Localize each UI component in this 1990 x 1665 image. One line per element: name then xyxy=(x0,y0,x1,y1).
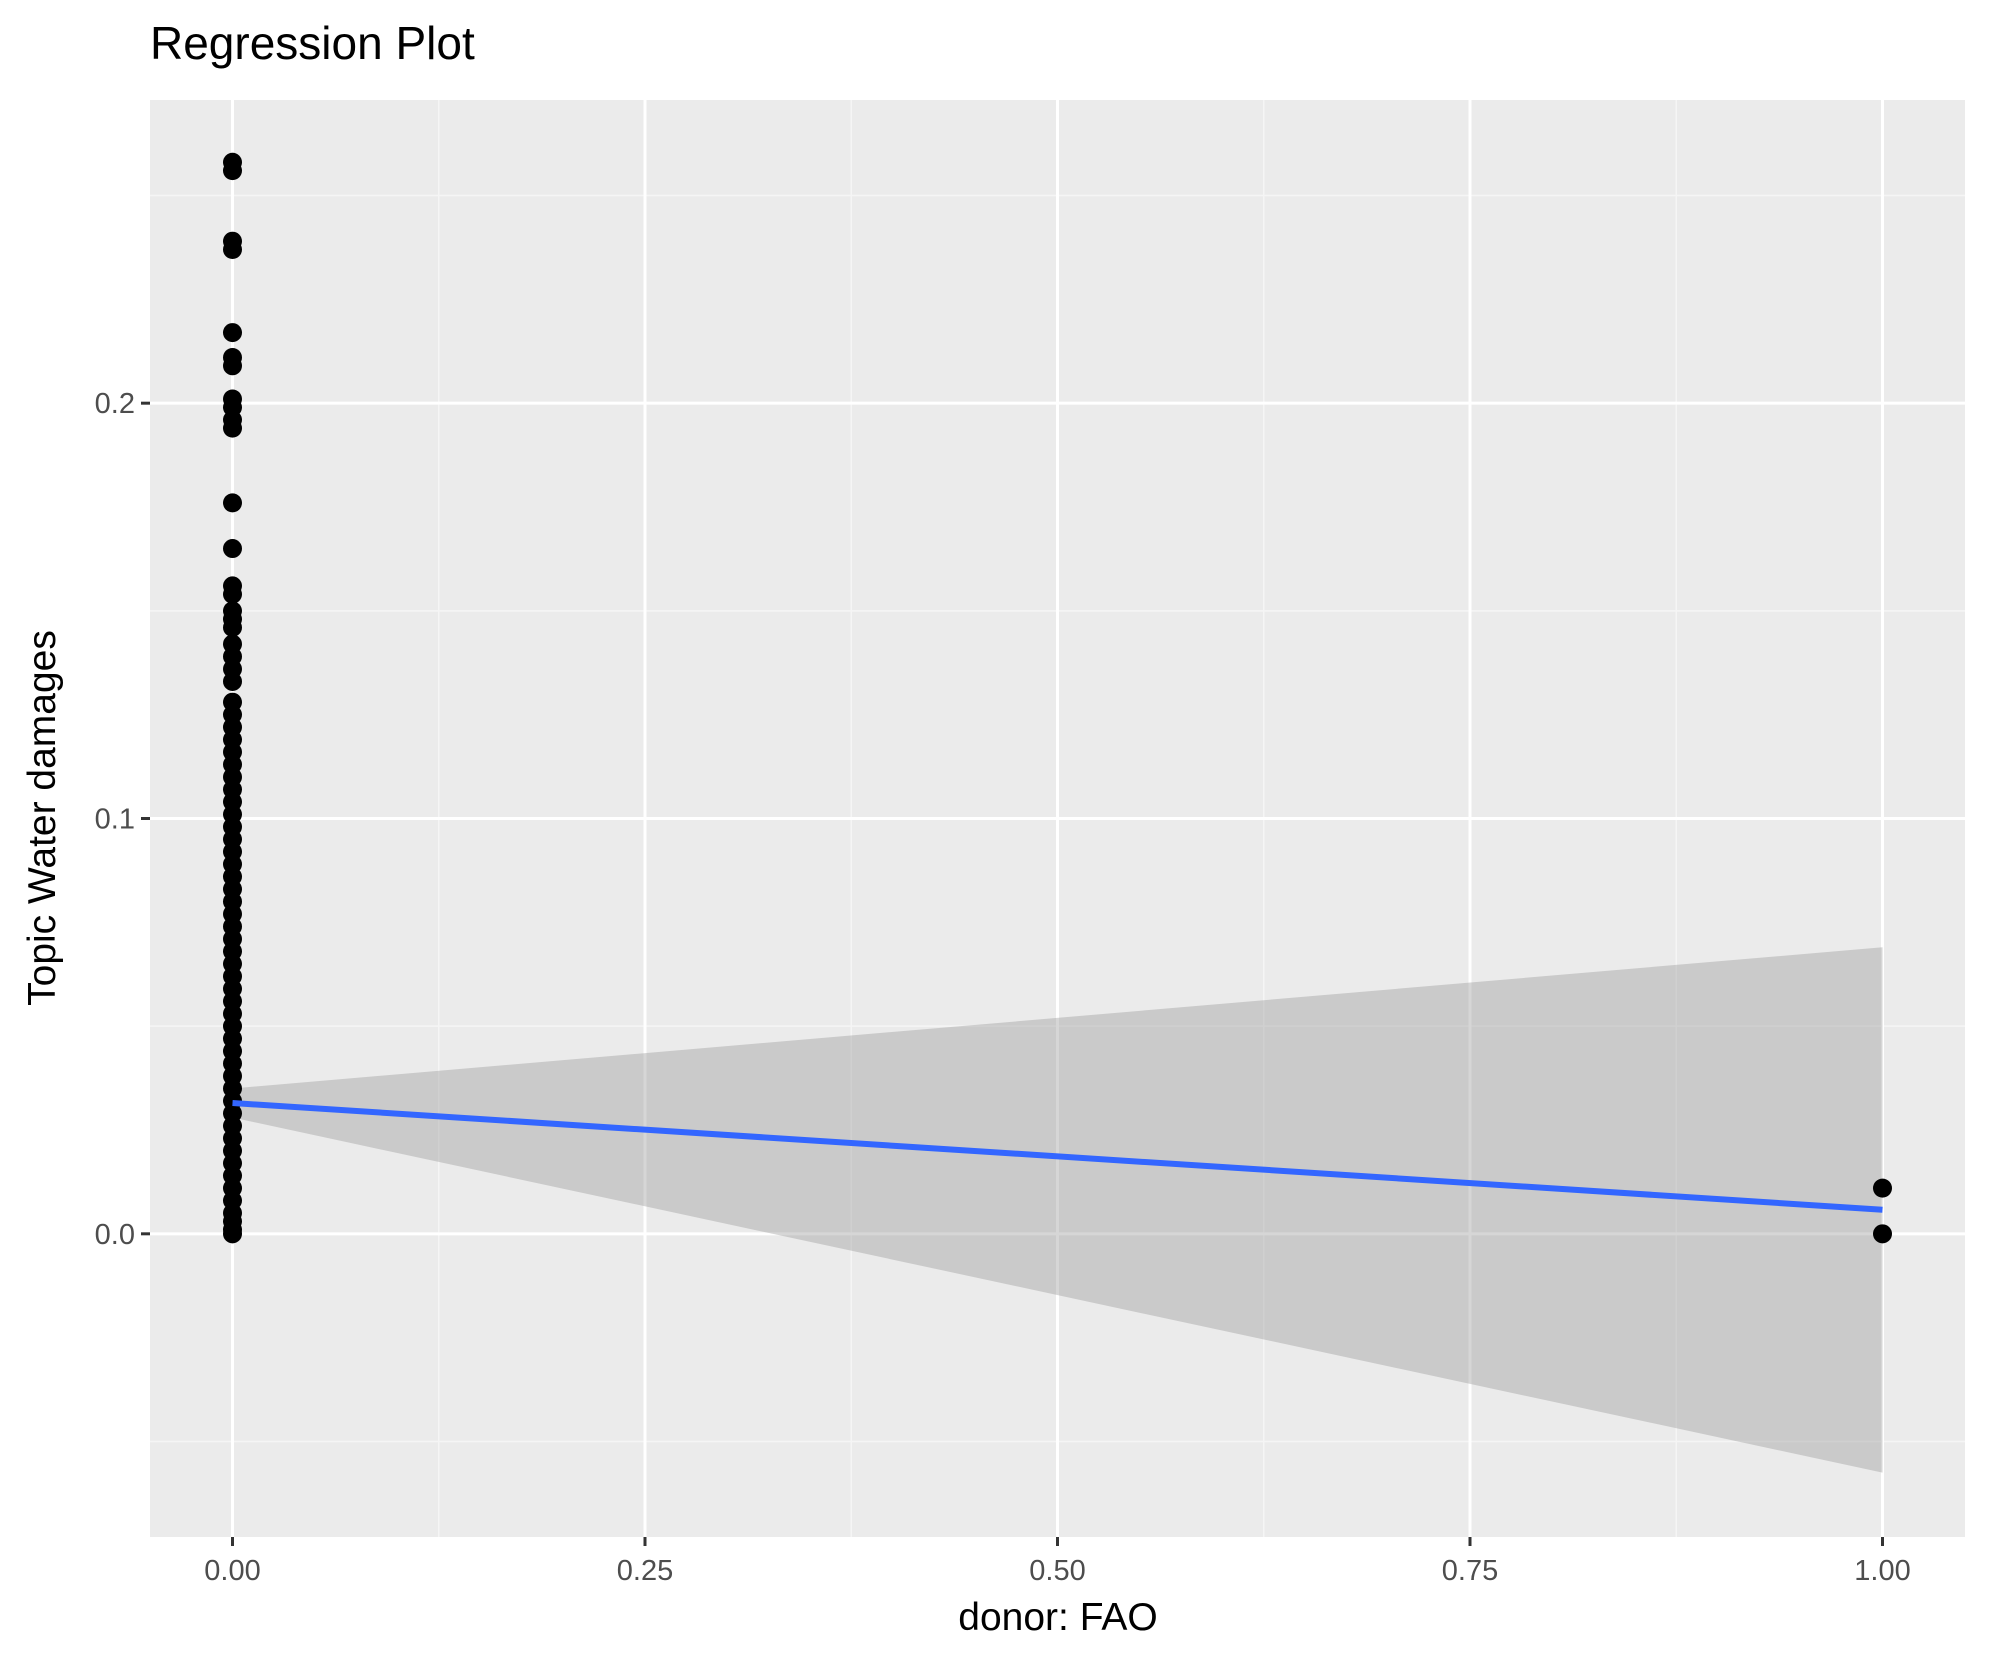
chart-title: Regression Plot xyxy=(150,17,475,69)
y-tick-label: 0.2 xyxy=(95,388,135,420)
x-tick-label: 0.00 xyxy=(204,1555,260,1587)
confidence-band xyxy=(232,947,1883,1473)
data-point xyxy=(223,1224,242,1244)
x-tick-label: 1.00 xyxy=(1854,1555,1910,1587)
data-point xyxy=(223,240,242,260)
regression-line-layer xyxy=(232,1099,1883,1213)
data-point xyxy=(223,539,242,559)
x-tick-label: 0.50 xyxy=(1029,1555,1085,1587)
data-point xyxy=(223,671,242,691)
data-point xyxy=(223,323,242,343)
x-tick-label: 0.25 xyxy=(617,1555,673,1587)
data-point xyxy=(1873,1224,1892,1244)
y-tick-label: 0.1 xyxy=(95,804,135,836)
confidence-band-layer xyxy=(232,947,1883,1473)
data-point xyxy=(1873,1178,1892,1198)
y-tick-label: 0.0 xyxy=(95,1219,135,1251)
x-tick-label: 0.75 xyxy=(1442,1555,1498,1587)
x-axis-title: donor: FAO xyxy=(958,1596,1157,1639)
data-point xyxy=(223,356,242,376)
data-point xyxy=(223,617,242,637)
x-axis: 0.00 0.25 0.50 0.75 1.00 xyxy=(204,1537,1911,1587)
data-point xyxy=(223,161,242,181)
y-axis-title: Topic Water damages xyxy=(21,630,64,1006)
data-point xyxy=(223,418,242,438)
y-axis: 0.0 0.1 0.2 xyxy=(95,388,150,1251)
regression-line xyxy=(232,1099,1883,1213)
data-point xyxy=(223,584,242,604)
data-point xyxy=(223,493,242,513)
data-points xyxy=(223,152,1892,1244)
